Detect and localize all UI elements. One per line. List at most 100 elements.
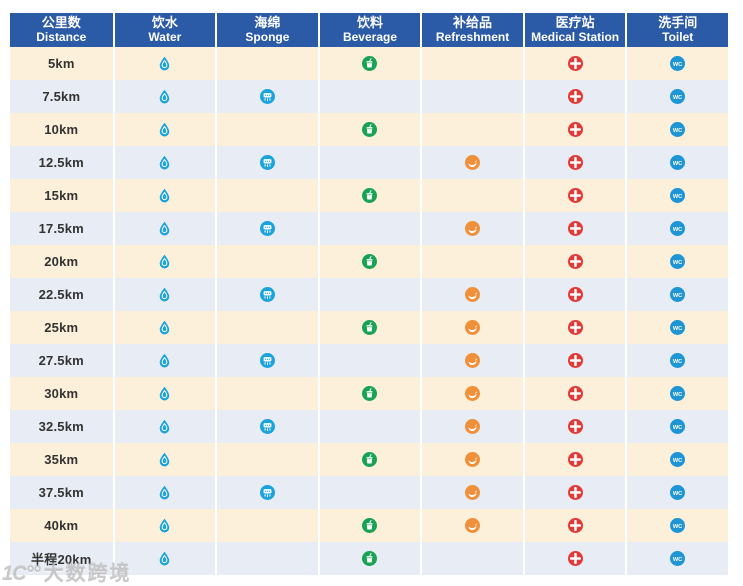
refreshment-icon: [465, 353, 481, 368]
column-header-zh: 饮料: [356, 15, 383, 30]
water-drop-icon: [157, 188, 172, 203]
svg-text:WC: WC: [673, 524, 682, 530]
distance-label: 32.5km: [38, 419, 84, 434]
beverage-cell: [317, 80, 421, 113]
refreshment-cell: [420, 443, 523, 476]
distance-cell: 17.5km: [10, 212, 113, 245]
svg-text:WC: WC: [673, 161, 682, 167]
wc-icon: WC: [670, 188, 686, 203]
svg-text:WC: WC: [673, 293, 682, 299]
refreshment-icon: [465, 221, 481, 236]
beverage-cell: [317, 113, 421, 146]
medical-cell: [522, 377, 626, 410]
refreshment-icon: [465, 419, 481, 434]
column-header-zh: 饮水: [151, 15, 178, 30]
wc-icon: WC: [670, 551, 686, 566]
distance-label: 27.5km: [38, 353, 84, 368]
medical-cell: [522, 344, 626, 377]
toilet-cell: WC: [625, 542, 728, 575]
svg-text:WC: WC: [673, 557, 682, 563]
beverage-cell: [317, 146, 421, 179]
toilet-cell: WC: [625, 443, 728, 476]
distance-label: 37.5km: [38, 485, 84, 500]
distance-cell: 10km: [10, 113, 113, 146]
water-cell: [112, 245, 216, 278]
toilet-cell: WC: [625, 113, 728, 146]
medical-cross-icon: [567, 386, 583, 401]
distance-label: 10km: [44, 122, 79, 137]
column-header-en: Sponge: [245, 29, 290, 44]
distance-label: 15km: [44, 188, 79, 203]
beverage-cell: [317, 212, 421, 245]
svg-text:WC: WC: [673, 95, 682, 101]
water-drop-icon: [157, 452, 172, 467]
refreshment-cell: [420, 377, 523, 410]
medical-cell: [522, 80, 626, 113]
water-cell: [112, 443, 216, 476]
toilet-cell: WC: [625, 311, 728, 344]
wc-icon: WC: [670, 56, 686, 71]
water-cell: [112, 410, 216, 443]
refreshment-cell: [420, 212, 523, 245]
svg-text:WC: WC: [673, 128, 682, 134]
water-cell: [112, 146, 216, 179]
sponge-icon: [259, 419, 275, 434]
medical-cell: [522, 509, 626, 542]
refreshment-cell: [420, 80, 523, 113]
water-drop-icon: [157, 551, 172, 566]
distance-cell: 32.5km: [10, 410, 113, 443]
column-header-zh: 医疗站: [555, 15, 595, 30]
distance-label: 22.5km: [38, 287, 84, 302]
svg-text:WC: WC: [673, 62, 682, 68]
svg-text:WC: WC: [673, 227, 682, 233]
medical-cross-icon: [567, 122, 583, 137]
beverage-cup-icon: [362, 188, 378, 203]
refreshment-cell: [420, 344, 523, 377]
refreshment-icon: [465, 320, 481, 335]
water-cell: [112, 212, 216, 245]
water-cell: [112, 542, 216, 575]
svg-text:WC: WC: [673, 194, 682, 200]
medical-cross-icon: [567, 419, 583, 434]
distance-cell: 40km: [10, 509, 113, 542]
refreshment-icon: [465, 485, 481, 500]
medical-cross-icon: [567, 551, 583, 566]
beverage-cell: [317, 509, 421, 542]
beverage-cup-icon: [362, 254, 378, 269]
column-header-en: Distance: [36, 29, 87, 44]
refreshment-cell: [420, 278, 523, 311]
toilet-cell: WC: [625, 509, 728, 542]
water-cell: [112, 278, 216, 311]
beverage-cell: [317, 245, 421, 278]
refreshment-cell: [420, 311, 523, 344]
toilet-cell: WC: [625, 179, 728, 212]
water-drop-icon: [157, 254, 172, 269]
medical-cross-icon: [567, 56, 583, 71]
column-header-en: Toilet: [662, 29, 694, 44]
column-header-sponge: 海绵 Sponge: [215, 13, 318, 47]
medical-cell: [522, 146, 626, 179]
wc-icon: WC: [670, 122, 686, 137]
beverage-cup-icon: [362, 320, 378, 335]
distance-cell: 22.5km: [10, 278, 113, 311]
refreshment-cell: [420, 509, 523, 542]
water-drop-icon: [157, 518, 172, 533]
wc-icon: WC: [670, 419, 686, 434]
medical-cross-icon: [567, 320, 583, 335]
distance-cell: 25km: [10, 311, 113, 344]
distance-cell: 20km: [10, 245, 113, 278]
wc-icon: WC: [670, 287, 686, 302]
medical-cell: [522, 542, 626, 575]
column-header-distance: 公里数 Distance: [10, 13, 113, 47]
water-drop-icon: [157, 485, 172, 500]
beverage-cell: [317, 377, 421, 410]
distance-label: 半程20km: [31, 552, 92, 567]
medical-cell: [522, 476, 626, 509]
refreshment-icon: [465, 287, 481, 302]
water-drop-icon: [157, 89, 172, 104]
medical-cell: [522, 278, 626, 311]
sponge-icon: [259, 353, 275, 368]
sponge-icon: [259, 485, 275, 500]
refreshment-icon: [465, 452, 481, 467]
beverage-cell: [317, 542, 421, 575]
